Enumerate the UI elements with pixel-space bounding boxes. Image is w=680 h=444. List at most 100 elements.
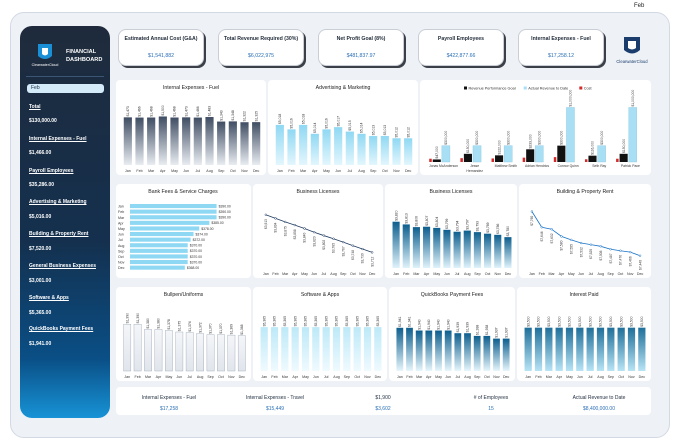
chart-bar bbox=[627, 327, 636, 371]
chart-bar bbox=[463, 153, 472, 162]
sidebar-item-software[interactable]: Software & Apps bbox=[29, 295, 69, 301]
chart-bar bbox=[495, 155, 504, 162]
chart-bar bbox=[617, 327, 625, 371]
data-label: $3,500 bbox=[578, 316, 582, 326]
brand-logo-text: ClearwaterCloud bbox=[616, 59, 648, 64]
data-label: $1,374 bbox=[188, 321, 192, 331]
tick-label: Mar bbox=[148, 169, 155, 173]
tick-label: Aug bbox=[598, 272, 604, 276]
data-point bbox=[599, 245, 602, 248]
data-point bbox=[629, 250, 632, 254]
data-label: $1,937 bbox=[495, 327, 499, 337]
data-label: $1,343 bbox=[219, 110, 223, 120]
chart-bar bbox=[553, 157, 557, 162]
data-label: $3,820 bbox=[312, 236, 316, 246]
sidebar-item-general[interactable]: General Business Expenses bbox=[29, 263, 96, 269]
chart-bar bbox=[491, 158, 495, 162]
chart-bar bbox=[130, 260, 188, 265]
tick-label: Aug bbox=[464, 272, 470, 276]
tick-label: Apr bbox=[312, 169, 318, 173]
chart-bar bbox=[270, 327, 279, 371]
chart-business-licenses-bars: Business Licenses $3,820 Jan $3,813 Feb $3,80… bbox=[385, 184, 517, 278]
data-label: $3,802 bbox=[322, 240, 326, 250]
sidebar-item-total[interactable]: Total bbox=[29, 104, 41, 110]
data-label: $5,014 bbox=[313, 123, 317, 133]
chart-bar bbox=[196, 333, 204, 372]
data-label: $3,500 bbox=[630, 316, 634, 326]
tick-label: Sep bbox=[340, 272, 346, 276]
data-label: $7,520 bbox=[589, 249, 593, 259]
kpi-title: Estimated Annual Cost (G&A) bbox=[124, 36, 198, 42]
data-label: $370.00 bbox=[190, 260, 202, 264]
data-label: $3,500 bbox=[609, 316, 613, 326]
tick-label: Connor Quinn bbox=[558, 164, 579, 168]
data-label: $5,365 bbox=[376, 316, 380, 326]
tick-label: Jul bbox=[455, 272, 460, 276]
chart-bar bbox=[535, 145, 544, 163]
chart-bar bbox=[182, 117, 191, 165]
data-label: $3,789 bbox=[486, 222, 490, 232]
month-selector[interactable]: Feb bbox=[27, 84, 104, 93]
chart-bar bbox=[454, 333, 462, 371]
data-label: $7,440 bbox=[638, 260, 642, 270]
data-label: $1,473 bbox=[126, 106, 130, 116]
data-label: $3,799 bbox=[445, 219, 449, 229]
tick-label: Apr bbox=[160, 169, 166, 173]
tick-label: Jul bbox=[588, 375, 593, 379]
chart-bar bbox=[301, 327, 310, 371]
data-label: $7,466 bbox=[628, 256, 632, 266]
chart-bar bbox=[619, 153, 628, 162]
chart-bar bbox=[130, 248, 188, 253]
tick-label: Jul bbox=[589, 272, 594, 276]
tick-label: Nov bbox=[359, 272, 366, 276]
data-label: $1,372 bbox=[198, 322, 202, 332]
tick-label: Aug bbox=[118, 244, 124, 248]
tick-label: Jun bbox=[577, 375, 583, 379]
legend-swatch bbox=[579, 86, 583, 90]
data-label: $1,473 bbox=[184, 106, 188, 116]
tick-label: Jun bbox=[183, 169, 189, 173]
data-label: $5,013 bbox=[371, 125, 375, 135]
sidebar-item-rent[interactable]: Building & Property Rent bbox=[29, 231, 89, 237]
tick-label: Oct bbox=[354, 375, 360, 379]
chart-bar bbox=[566, 107, 575, 163]
data-label: $390.00 bbox=[219, 204, 231, 208]
data-label: $1,940 bbox=[417, 319, 421, 329]
chart-bar bbox=[310, 133, 319, 165]
sidebar-item-fuel[interactable]: Internal Expenses - Fuel bbox=[29, 136, 87, 142]
tick-label: Oct bbox=[484, 375, 490, 379]
summary-value-travel: $15,449 bbox=[265, 406, 285, 412]
data-label: $3,500 bbox=[537, 316, 541, 326]
data-label: $5,015 bbox=[348, 120, 352, 130]
tick-label: Feb bbox=[272, 272, 278, 276]
chart-bar bbox=[357, 133, 366, 165]
data-label: $1,500 bbox=[161, 105, 165, 115]
sidebar-value-fuel: $1,466.00 bbox=[29, 150, 52, 156]
chart-bar bbox=[147, 117, 156, 165]
chart-bar bbox=[130, 237, 191, 242]
chart-bar bbox=[493, 338, 500, 371]
tick-label: Jun bbox=[313, 375, 319, 379]
tick-label: Mar bbox=[416, 375, 423, 379]
data-label: $300,000 bbox=[600, 131, 604, 145]
chart-bar bbox=[193, 117, 202, 165]
data-label: $1,322 bbox=[243, 111, 247, 121]
kpi-title: Internal Expenses - Fuel bbox=[531, 36, 591, 42]
data-label: $3,500 bbox=[588, 316, 592, 326]
chart-bar bbox=[165, 330, 173, 372]
data-label: $7,580 bbox=[560, 240, 564, 250]
tick-label: Jun bbox=[335, 169, 341, 173]
chart-bar bbox=[565, 327, 574, 371]
chart-bar bbox=[534, 327, 543, 371]
sidebar-item-quickbooks[interactable]: QuickBooks Payment Fees bbox=[29, 326, 94, 332]
data-label: $3,813 bbox=[404, 213, 408, 223]
chart-bar bbox=[576, 327, 584, 371]
tick-label: Aug bbox=[358, 169, 364, 173]
tick-label: Hernandez bbox=[466, 169, 483, 173]
sidebar-item-advertising[interactable]: Advertising & Marketing bbox=[29, 199, 87, 205]
sidebar-item-payroll[interactable]: Payroll Employees bbox=[29, 168, 74, 174]
chart-bar bbox=[473, 232, 481, 268]
data-label: $1,348 bbox=[231, 110, 235, 120]
chart-bar bbox=[628, 107, 637, 163]
legend-entry: Cost bbox=[584, 86, 593, 90]
